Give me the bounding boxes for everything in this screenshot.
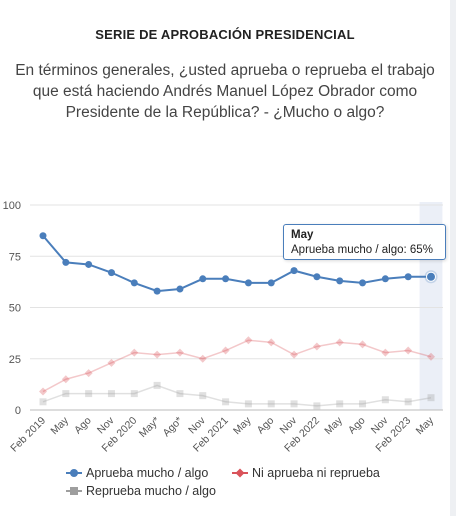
data-point [381,275,389,283]
data-point [313,273,321,281]
data-point [359,279,367,287]
data-point [199,275,207,283]
x-tick-label: May [414,414,437,437]
y-tick-label: 100 [3,200,21,212]
x-tick-label: Ago* [160,415,185,440]
data-point [107,390,115,398]
data-point [427,352,435,361]
series-line [42,235,431,293]
data-point [244,400,252,408]
highlight-point [426,271,436,282]
chart-title: SERIE DE APROBACIÓN PRESIDENCIAL [95,27,355,42]
legend-item-ni-aprueba[interactable]: Ni aprueba ni reprueba [232,466,380,480]
data-point [199,392,207,400]
data-point [336,400,344,408]
chart-subtitle: En términos generales, ¿usted aprueba o … [15,62,435,121]
data-point [39,232,47,240]
data-point [267,279,275,287]
data-point [176,285,184,293]
data-point [290,350,299,359]
data-point [39,387,47,396]
data-point [85,390,93,398]
y-tick-label: 25 [9,354,21,366]
data-point [107,269,115,277]
data-point [244,336,253,345]
data-point [85,260,93,268]
data-point [62,258,70,266]
data-point [198,354,207,363]
legend-label: Reprueba mucho / algo [86,484,216,498]
data-point [359,400,367,408]
series-line [42,339,432,393]
data-point [84,369,93,378]
tooltip-text: Aprueba mucho / algo: 65% [291,244,433,256]
data-point [222,275,230,283]
data-point [62,390,70,398]
y-tick-label: 75 [9,251,21,263]
data-point [221,346,230,355]
data-point [244,279,252,287]
data-point [176,390,184,398]
data-point [313,402,321,410]
data-point [290,400,298,408]
legend-label: Aprueba mucho / algo [86,466,209,480]
data-point [107,358,116,367]
legend-label: Ni aprueba ni reprueba [252,466,380,480]
data-point [358,340,367,349]
data-point [381,348,390,357]
circle-marker-icon [66,468,82,478]
square-marker-icon [66,486,82,496]
x-tick-label: May [322,414,345,437]
data-point [381,396,389,404]
data-point [267,338,276,347]
series-line [42,384,432,407]
data-point [312,342,321,351]
data-point [404,398,412,406]
x-tick-label: May [231,414,254,437]
data-point [222,398,230,406]
y-tick-label: 50 [9,303,21,315]
data-point [336,277,344,285]
data-point [404,273,412,281]
data-point [153,350,162,359]
tooltip-title: May [291,229,314,241]
data-point [153,381,161,389]
data-point [335,338,344,347]
data-point [61,375,70,384]
data-point [267,400,275,408]
x-tick-label: May [48,414,71,437]
x-tick-label: Ago [255,415,277,437]
data-point [427,394,435,402]
data-point [404,346,413,355]
data-point [175,348,184,357]
legend-item-aprueba[interactable]: Aprueba mucho / algo [66,466,208,480]
x-tick-label: May* [137,415,162,440]
data-point [290,267,298,275]
data-point [39,398,47,406]
data-point [153,287,161,295]
diamond-marker-icon [232,468,248,478]
data-point [130,279,138,287]
y-tick-label: 0 [15,405,21,417]
legend-item-reprueba[interactable]: Reprueba mucho / algo [66,484,216,498]
x-tick-label: Feb 2019 [8,415,48,455]
data-point [130,348,139,357]
x-tick-label: Ago [72,415,94,437]
x-tick-label: Ago [346,415,368,437]
chart-tooltip: May Aprueba mucho / algo: 65% [283,224,446,260]
data-point [130,390,138,398]
